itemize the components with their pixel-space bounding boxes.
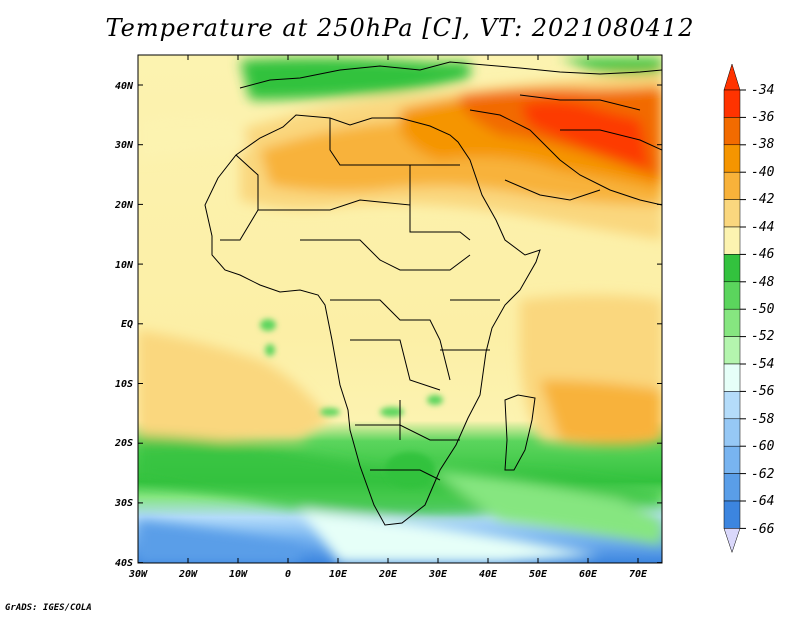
colorbar-label: -54 [751, 357, 774, 372]
colorbar-label: -36 [751, 110, 775, 125]
colorbar-box [723, 418, 741, 447]
lon-tick-label: 10W [229, 569, 248, 580]
colorbar-label: -44 [751, 220, 774, 235]
lon-tick-label: 20W [178, 569, 198, 580]
colorbar-label: -56 [751, 384, 775, 399]
lat-tick-label: 30N [114, 140, 134, 151]
lon-tick-label: 30E [428, 569, 448, 580]
colorbar-box [723, 199, 741, 228]
colorbar-label: -34 [751, 83, 774, 98]
lon-tick-label: 30W [128, 569, 148, 580]
colorbar-label: -42 [751, 192, 775, 207]
lon-tick-label: 60E [579, 569, 598, 580]
colorbar-label: -64 [751, 494, 774, 509]
lat-tick-label: 20N [114, 200, 134, 211]
colorbar-box [723, 363, 741, 392]
lat-tick-label: 10N [115, 260, 134, 271]
lat-tick-label: 40N [115, 81, 134, 92]
colorbar-box [723, 500, 741, 529]
axis-ticks [137, 55, 662, 564]
colorbar-box [723, 226, 741, 255]
colorbar-labels: -34 -36 -38 -40 -42 -44 -46 -48 -50 -52 … [751, 83, 775, 537]
lon-tick-label: 10E [329, 569, 348, 580]
colorbar-box [723, 171, 741, 200]
colorbar-box [723, 117, 741, 146]
colorbar [723, 63, 746, 554]
coastlines [204, 61, 662, 526]
colorbar-box [723, 445, 741, 474]
plot-frame [137, 54, 663, 564]
lon-tick-label: 20E [378, 569, 398, 580]
colorbar-box [723, 336, 741, 365]
colorbar-box [723, 308, 741, 337]
colorbar-over-arrow [723, 63, 741, 91]
lon-tick-label: 0 [285, 569, 291, 580]
lat-tick-label: 20S [114, 438, 133, 449]
lon-tick-label: 40E [479, 569, 498, 580]
colorbar-box [723, 281, 741, 310]
plot-title: Temperature at 250hPa [C], VT: 202108041… [105, 14, 695, 42]
colorbar-label: -60 [751, 439, 775, 454]
lat-tick-label: EQ [121, 319, 133, 330]
credit-text: GrADS: IGES/COLA [5, 603, 92, 613]
lat-axis: 40N 30N 20N 10N EQ 10S 20S 30S 40S [114, 81, 134, 569]
colorbar-label: -38 [751, 137, 775, 152]
colorbar-label: -50 [751, 302, 775, 317]
colorbar-label: -58 [751, 412, 775, 427]
temperature-field [138, 55, 662, 563]
lon-axis: 30W 20W 10W 0 10E 20E 30E 40E 50E 60E 70… [128, 569, 648, 580]
colorbar-label: -48 [751, 275, 775, 290]
colorbar-label: -52 [751, 329, 775, 344]
colorbar-under-arrow [723, 528, 741, 554]
colorbar-label: -66 [751, 522, 775, 537]
colorbar-box [723, 144, 741, 173]
colorbar-label: -46 [751, 247, 775, 262]
colorbar-box [723, 254, 741, 283]
lat-tick-label: 10S [115, 379, 133, 390]
lat-tick-label: 30S [114, 498, 133, 509]
colorbar-label: -62 [751, 467, 775, 482]
colorbar-label: -40 [751, 165, 775, 180]
lon-tick-label: 50E [529, 569, 548, 580]
colorbar-box [723, 89, 741, 118]
colorbar-box [723, 391, 741, 420]
lat-tick-label: 40S [115, 558, 133, 569]
colorbar-box [723, 473, 741, 502]
lon-tick-label: 70E [629, 569, 648, 580]
